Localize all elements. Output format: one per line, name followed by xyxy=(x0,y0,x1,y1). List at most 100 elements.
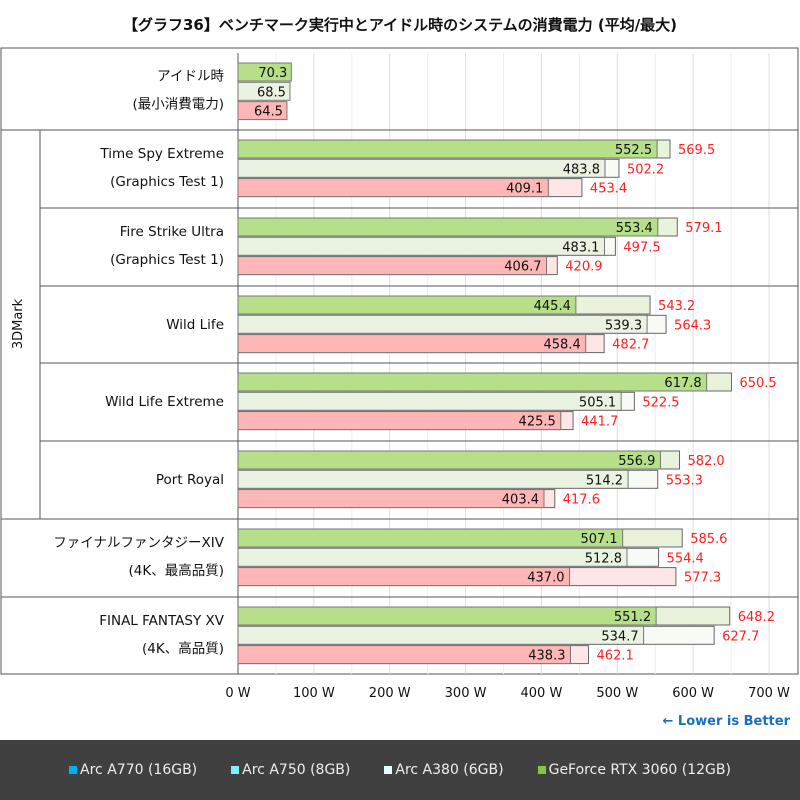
avg-value-label: 556.9 xyxy=(618,454,655,469)
bar-avg xyxy=(237,567,570,587)
max-value-label: 564.3 xyxy=(674,318,711,333)
category-label: Fire Strike Ultra xyxy=(120,224,224,240)
x-tick-label: 400 W xyxy=(521,686,563,701)
avg-value-label: 553.4 xyxy=(616,221,653,236)
max-value-label: 577.3 xyxy=(684,571,721,586)
avg-value-label: 507.1 xyxy=(580,532,617,547)
avg-value-label: 552.5 xyxy=(615,143,652,158)
category-sublabel: (最小消費電力) xyxy=(132,97,224,113)
bar-chart: 3DMark アイドル時 (最小消費電力) 70.3 68.5 64.5 Time Spy … xyxy=(0,47,799,701)
bar-avg xyxy=(237,81,291,101)
x-tick-label: 200 W xyxy=(369,686,411,701)
bar-avg xyxy=(237,411,562,431)
legend-label: Arc A380 (6GB) xyxy=(395,762,504,778)
chart-title: 【グラフ36】ベンチマーク実行中とアイドル時のシステムの消費電力 (平均/最大) xyxy=(122,16,678,34)
max-value-label: 648.2 xyxy=(738,610,775,625)
max-value-label: 569.5 xyxy=(678,143,715,158)
max-value-label: 417.6 xyxy=(563,493,600,508)
x-tick-label: 100 W xyxy=(293,686,335,701)
avg-value-label: 64.5 xyxy=(254,105,283,120)
bar-avg xyxy=(237,469,629,489)
legend-item: Arc A770 (16GB) xyxy=(69,762,197,778)
max-value-label: 627.7 xyxy=(722,629,759,644)
avg-value-label: 483.1 xyxy=(562,240,599,255)
bar-avg xyxy=(237,606,657,626)
x-tick-label: 700 W xyxy=(748,686,790,701)
bar-avg xyxy=(237,158,606,178)
legend: Arc A770 (16GB) Arc A750 (8GB) Arc A380 … xyxy=(0,740,800,800)
avg-value-label: 551.2 xyxy=(614,610,651,625)
x-tick-label: 500 W xyxy=(596,686,638,701)
legend-item: Arc A750 (8GB) xyxy=(231,762,350,778)
max-value-label: 554.4 xyxy=(667,551,704,566)
legend-item: Arc A380 (6GB) xyxy=(384,762,504,778)
bar-avg xyxy=(237,217,659,237)
max-value-label: 543.2 xyxy=(658,299,695,314)
max-value-label: 502.2 xyxy=(627,162,664,177)
category-label: ファイナルファンタジーXIV xyxy=(53,535,224,551)
avg-value-label: 617.8 xyxy=(664,376,701,391)
bar-avg xyxy=(237,547,628,567)
avg-value-label: 70.3 xyxy=(258,66,287,81)
avg-value-label: 406.7 xyxy=(504,260,541,275)
category-label: FINAL FANTASY XV xyxy=(99,613,225,629)
avg-value-label: 539.3 xyxy=(605,318,642,333)
category-label: Port Royal xyxy=(156,472,224,488)
category-sublabel: (Graphics Test 1) xyxy=(110,174,224,190)
bar-avg xyxy=(237,645,571,665)
max-value-label: 462.1 xyxy=(597,649,634,664)
bar-avg xyxy=(237,178,549,198)
legend-label: Arc A770 (16GB) xyxy=(80,762,198,778)
legend-swatch xyxy=(384,766,393,774)
bar-avg xyxy=(237,139,658,159)
category-sublabel: (Graphics Test 1) xyxy=(110,252,224,268)
bar-avg xyxy=(237,450,661,470)
avg-value-label: 445.4 xyxy=(534,299,571,314)
max-value-label: 497.5 xyxy=(623,240,660,255)
category-sublabel: (4K、高品質) xyxy=(142,640,224,657)
legend-label: Arc A750 (8GB) xyxy=(242,762,351,778)
max-value-label: 650.5 xyxy=(739,376,776,391)
bar-avg xyxy=(237,625,645,645)
category-label: Time Spy Extreme xyxy=(99,146,224,162)
legend-swatch xyxy=(537,766,546,774)
x-tick-label: 600 W xyxy=(672,686,714,701)
max-value-label: 522.5 xyxy=(642,395,679,410)
lower-is-better-note: ← Lower is Better xyxy=(662,714,791,729)
max-value-label: 579.1 xyxy=(685,221,722,236)
max-value-label: 441.7 xyxy=(581,415,618,430)
bar-avg xyxy=(237,256,548,276)
legend-swatch xyxy=(69,766,78,774)
x-tick-label: 0 W xyxy=(225,686,250,701)
avg-value-label: 534.7 xyxy=(601,629,638,644)
x-tick-label: 300 W xyxy=(445,686,487,701)
max-value-label: 482.7 xyxy=(612,338,649,353)
avg-value-label: 425.5 xyxy=(519,415,556,430)
legend-swatch xyxy=(231,766,240,774)
avg-value-label: 505.1 xyxy=(579,395,616,410)
bar-avg xyxy=(237,372,708,392)
bar-avg xyxy=(237,528,624,548)
group-label: 3DMark xyxy=(11,298,26,349)
avg-value-label: 437.0 xyxy=(527,571,564,586)
max-value-label: 453.4 xyxy=(590,182,627,197)
legend-label: GeForce RTX 3060 (12GB) xyxy=(548,762,731,778)
avg-value-label: 512.8 xyxy=(585,551,622,566)
bar-avg xyxy=(237,391,622,411)
max-value-label: 582.0 xyxy=(687,454,724,469)
bar-avg xyxy=(237,489,545,509)
avg-value-label: 438.3 xyxy=(528,649,565,664)
avg-value-label: 514.2 xyxy=(586,473,623,488)
bar-avg xyxy=(237,236,605,256)
bar-avg xyxy=(237,334,587,354)
max-value-label: 553.3 xyxy=(666,473,703,488)
bar-avg xyxy=(237,62,292,82)
bar-avg xyxy=(237,101,288,121)
category-label: アイドル時 xyxy=(157,69,224,85)
legend-item: GeForce RTX 3060 (12GB) xyxy=(537,762,731,778)
avg-value-label: 409.1 xyxy=(506,182,543,197)
bar-avg xyxy=(237,295,577,315)
avg-value-label: 458.4 xyxy=(544,338,581,353)
max-value-label: 585.6 xyxy=(690,532,727,547)
